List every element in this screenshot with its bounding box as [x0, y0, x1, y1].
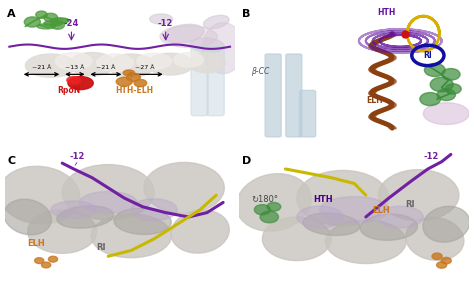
Ellipse shape [160, 26, 218, 47]
Text: ~21 Å: ~21 Å [96, 64, 116, 70]
Ellipse shape [237, 174, 311, 231]
Circle shape [445, 84, 461, 94]
Text: RpoN: RpoN [58, 86, 81, 95]
Polygon shape [51, 18, 69, 23]
Ellipse shape [55, 52, 92, 70]
Text: ELH: ELH [27, 239, 46, 248]
Circle shape [437, 262, 447, 268]
Circle shape [441, 257, 451, 264]
Ellipse shape [108, 54, 154, 77]
Ellipse shape [320, 196, 389, 223]
FancyBboxPatch shape [265, 54, 281, 137]
Ellipse shape [127, 73, 140, 81]
Polygon shape [44, 21, 62, 26]
Circle shape [35, 258, 44, 263]
Circle shape [36, 11, 47, 18]
FancyBboxPatch shape [191, 46, 208, 116]
Ellipse shape [68, 76, 93, 90]
Ellipse shape [26, 54, 76, 77]
Text: RI: RI [97, 243, 106, 252]
Ellipse shape [164, 24, 204, 43]
Text: C: C [7, 156, 15, 166]
Text: -24: -24 [64, 19, 79, 28]
Ellipse shape [57, 206, 114, 228]
Circle shape [42, 262, 51, 268]
Ellipse shape [131, 199, 177, 220]
Ellipse shape [202, 23, 244, 74]
Ellipse shape [150, 14, 173, 24]
Text: B: B [242, 9, 250, 19]
Ellipse shape [147, 53, 193, 75]
Circle shape [260, 211, 278, 223]
Ellipse shape [134, 80, 146, 87]
Circle shape [432, 253, 442, 260]
Ellipse shape [62, 165, 154, 220]
Text: D: D [242, 156, 251, 166]
Circle shape [51, 20, 64, 29]
Ellipse shape [377, 206, 423, 228]
Circle shape [430, 77, 453, 92]
Text: HTH-ELH: HTH-ELH [115, 86, 153, 95]
Text: RI: RI [405, 200, 414, 209]
Text: ~27 Å: ~27 Å [135, 64, 155, 70]
Circle shape [437, 89, 456, 100]
Circle shape [255, 205, 270, 215]
Ellipse shape [173, 52, 204, 67]
Ellipse shape [80, 191, 137, 213]
Text: ~21 Å: ~21 Å [32, 64, 51, 70]
Text: -12: -12 [69, 152, 84, 161]
FancyBboxPatch shape [207, 46, 224, 116]
Ellipse shape [69, 52, 115, 76]
Ellipse shape [378, 170, 459, 220]
Ellipse shape [114, 208, 172, 235]
Circle shape [442, 68, 460, 80]
Text: ELH: ELH [366, 96, 383, 105]
Ellipse shape [297, 170, 389, 226]
Circle shape [24, 17, 40, 27]
Ellipse shape [171, 210, 229, 253]
Ellipse shape [116, 77, 132, 86]
Ellipse shape [326, 220, 406, 263]
Text: HTH: HTH [377, 8, 396, 17]
FancyBboxPatch shape [300, 90, 316, 137]
Circle shape [420, 92, 440, 106]
Circle shape [424, 63, 445, 76]
Ellipse shape [190, 38, 224, 53]
Ellipse shape [203, 15, 229, 28]
Polygon shape [37, 24, 55, 29]
Text: -12: -12 [158, 19, 173, 28]
Text: ELH: ELH [373, 206, 391, 214]
Text: A: A [7, 9, 16, 19]
Circle shape [44, 13, 58, 22]
Ellipse shape [91, 214, 172, 258]
Ellipse shape [137, 53, 172, 69]
Ellipse shape [67, 76, 81, 84]
Ellipse shape [144, 162, 224, 213]
Ellipse shape [423, 103, 469, 124]
Text: HTH: HTH [313, 195, 333, 204]
Circle shape [48, 256, 58, 262]
Text: RI: RI [423, 51, 432, 60]
Ellipse shape [0, 166, 80, 224]
Ellipse shape [51, 201, 97, 218]
Ellipse shape [263, 217, 331, 261]
Ellipse shape [297, 206, 343, 228]
Ellipse shape [189, 52, 226, 73]
Ellipse shape [123, 70, 135, 76]
Ellipse shape [423, 206, 470, 242]
Ellipse shape [303, 213, 360, 236]
Ellipse shape [28, 210, 97, 253]
Text: -12: -12 [423, 152, 438, 161]
Text: ~13 Å: ~13 Å [65, 64, 84, 70]
Text: β-CC: β-CC [251, 67, 269, 76]
Text: ↻180°: ↻180° [251, 195, 278, 204]
Ellipse shape [360, 214, 418, 240]
Ellipse shape [406, 217, 464, 260]
Ellipse shape [97, 54, 134, 71]
Circle shape [267, 202, 281, 211]
Ellipse shape [4, 199, 52, 235]
FancyBboxPatch shape [286, 54, 302, 137]
